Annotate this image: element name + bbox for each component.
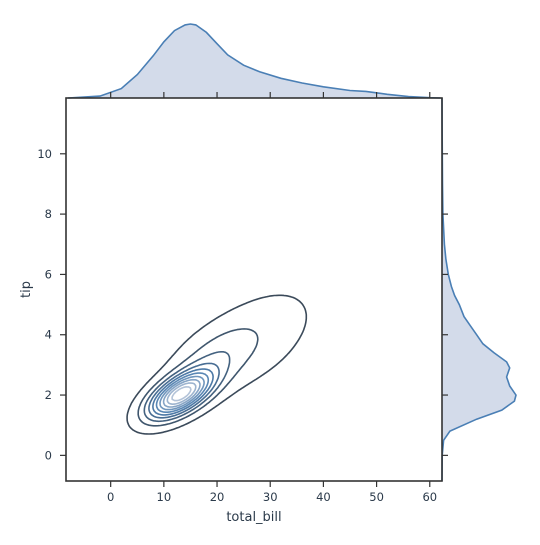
top-marginal-kde	[68, 23, 441, 99]
kde-contours	[126, 294, 308, 435]
contour-level-6	[155, 372, 210, 413]
top-marginal-fill	[68, 24, 441, 98]
y-tick-label: 10	[37, 147, 52, 161]
x-tick-label: 60	[422, 490, 437, 504]
y-axis-label: tip	[19, 281, 34, 298]
contour-level-9	[166, 382, 197, 405]
contour-level-10	[171, 386, 192, 402]
contour-level-2	[137, 328, 259, 427]
contour-level-1	[126, 294, 308, 435]
x-tick-label: 0	[107, 490, 114, 504]
right-marginal-kde	[441, 97, 517, 482]
y-tick-label: 0	[45, 448, 52, 462]
right-marginal-line	[441, 97, 517, 482]
x-tick-label: 40	[316, 490, 331, 504]
y-tick-label: 4	[45, 328, 52, 342]
axis-ticks: 0 10 20 30 40 50 60 0 2 4 6 8 10	[37, 92, 448, 504]
contour-level-5	[152, 368, 214, 416]
x-tick-label: 30	[263, 490, 278, 504]
x-tick-label: 20	[210, 490, 225, 504]
y-tick-label: 8	[45, 207, 52, 221]
y-tick-label: 6	[45, 267, 52, 281]
contour-level-4	[148, 362, 220, 419]
x-axis-label: total_bill	[226, 510, 281, 525]
y-tick-label: 2	[45, 388, 52, 402]
contour-level-7	[159, 375, 205, 411]
x-tick-label: 50	[369, 490, 384, 504]
contour-level-3	[143, 351, 231, 423]
contour-level-8	[162, 378, 201, 408]
x-tick-label: 10	[157, 490, 172, 504]
right-marginal-fill	[442, 98, 516, 481]
joint-axes-frame	[65, 97, 443, 482]
top-marginal-line	[68, 23, 441, 99]
